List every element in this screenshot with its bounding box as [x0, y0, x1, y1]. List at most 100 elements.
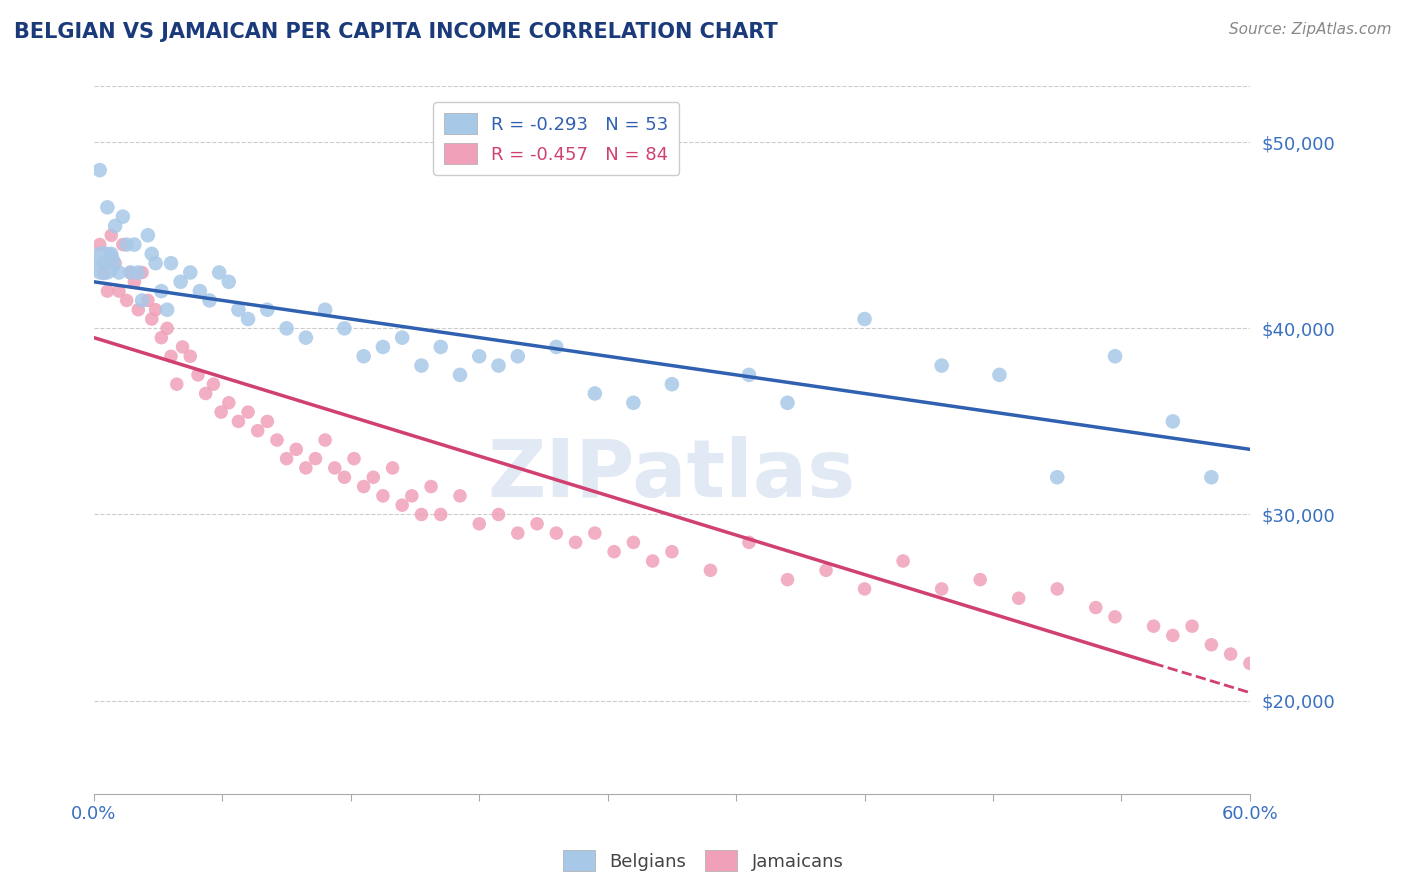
- Point: [266, 433, 288, 447]
- Point: [969, 573, 991, 587]
- Point: [304, 451, 326, 466]
- Point: [156, 321, 179, 335]
- Point: [111, 237, 134, 252]
- Point: [160, 349, 183, 363]
- Point: [1142, 619, 1164, 633]
- Point: [371, 340, 394, 354]
- Point: [1104, 610, 1126, 624]
- Point: [209, 405, 232, 419]
- Point: [1277, 657, 1299, 671]
- Point: [429, 340, 451, 354]
- Point: [583, 526, 606, 541]
- Point: [104, 256, 127, 270]
- Point: [276, 321, 298, 335]
- Point: [583, 386, 606, 401]
- Point: [546, 340, 568, 354]
- Point: [621, 396, 644, 410]
- Point: [127, 302, 149, 317]
- Point: [1201, 638, 1223, 652]
- Point: [1046, 582, 1069, 596]
- Point: [1239, 657, 1261, 671]
- Point: [343, 451, 366, 466]
- Text: Source: ZipAtlas.com: Source: ZipAtlas.com: [1229, 22, 1392, 37]
- Point: [1316, 675, 1339, 690]
- Point: [1219, 647, 1241, 661]
- Point: [353, 479, 375, 493]
- Legend: Belgians, Jamaicans: Belgians, Jamaicans: [555, 843, 851, 879]
- Point: [236, 405, 259, 419]
- Point: [256, 302, 278, 317]
- Point: [172, 340, 194, 354]
- Point: [1201, 470, 1223, 484]
- Point: [124, 275, 146, 289]
- Point: [188, 284, 211, 298]
- Point: [285, 442, 308, 457]
- Point: [468, 516, 491, 531]
- Point: [738, 535, 761, 549]
- Point: [295, 461, 318, 475]
- Point: [1084, 600, 1107, 615]
- Point: [228, 414, 250, 428]
- Point: [488, 359, 510, 373]
- Point: [381, 461, 404, 475]
- Point: [314, 433, 336, 447]
- Point: [89, 163, 111, 178]
- Point: [815, 563, 838, 577]
- Point: [179, 265, 201, 279]
- Point: [108, 284, 131, 298]
- Point: [506, 349, 529, 363]
- Point: [641, 554, 664, 568]
- Point: [401, 489, 423, 503]
- Point: [323, 461, 346, 475]
- Point: [891, 554, 914, 568]
- Point: [131, 293, 153, 308]
- Point: [661, 544, 683, 558]
- Point: [506, 526, 529, 541]
- Point: [194, 386, 217, 401]
- Point: [931, 359, 953, 373]
- Point: [156, 302, 179, 317]
- Point: [411, 508, 433, 522]
- Point: [776, 396, 799, 410]
- Point: [333, 470, 356, 484]
- Point: [603, 544, 626, 558]
- Point: [420, 479, 443, 493]
- Point: [100, 247, 122, 261]
- Point: [853, 312, 876, 326]
- Text: BELGIAN VS JAMAICAN PER CAPITA INCOME CORRELATION CHART: BELGIAN VS JAMAICAN PER CAPITA INCOME CO…: [14, 22, 778, 42]
- Point: [988, 368, 1011, 382]
- Point: [93, 256, 115, 270]
- Point: [246, 424, 269, 438]
- Point: [104, 219, 127, 233]
- Point: [218, 396, 240, 410]
- Legend: R = -0.293   N = 53, R = -0.457   N = 84: R = -0.293 N = 53, R = -0.457 N = 84: [433, 103, 679, 175]
- Point: [141, 312, 163, 326]
- Point: [429, 508, 451, 522]
- Point: [564, 535, 586, 549]
- Point: [111, 210, 134, 224]
- Point: [699, 563, 721, 577]
- Point: [738, 368, 761, 382]
- Point: [108, 265, 131, 279]
- Point: [391, 331, 413, 345]
- Point: [1008, 591, 1031, 606]
- Point: [361, 470, 384, 484]
- Point: [621, 535, 644, 549]
- Point: [208, 265, 231, 279]
- Point: [93, 265, 115, 279]
- Point: [160, 256, 183, 270]
- Point: [145, 256, 167, 270]
- Point: [236, 312, 259, 326]
- Point: [468, 349, 491, 363]
- Point: [391, 498, 413, 512]
- Point: [1161, 414, 1184, 428]
- Point: [276, 451, 298, 466]
- Point: [115, 237, 138, 252]
- Point: [218, 275, 240, 289]
- Point: [93, 256, 115, 270]
- Point: [124, 237, 146, 252]
- Point: [371, 489, 394, 503]
- Point: [1104, 349, 1126, 363]
- Point: [145, 302, 167, 317]
- Point: [449, 368, 471, 382]
